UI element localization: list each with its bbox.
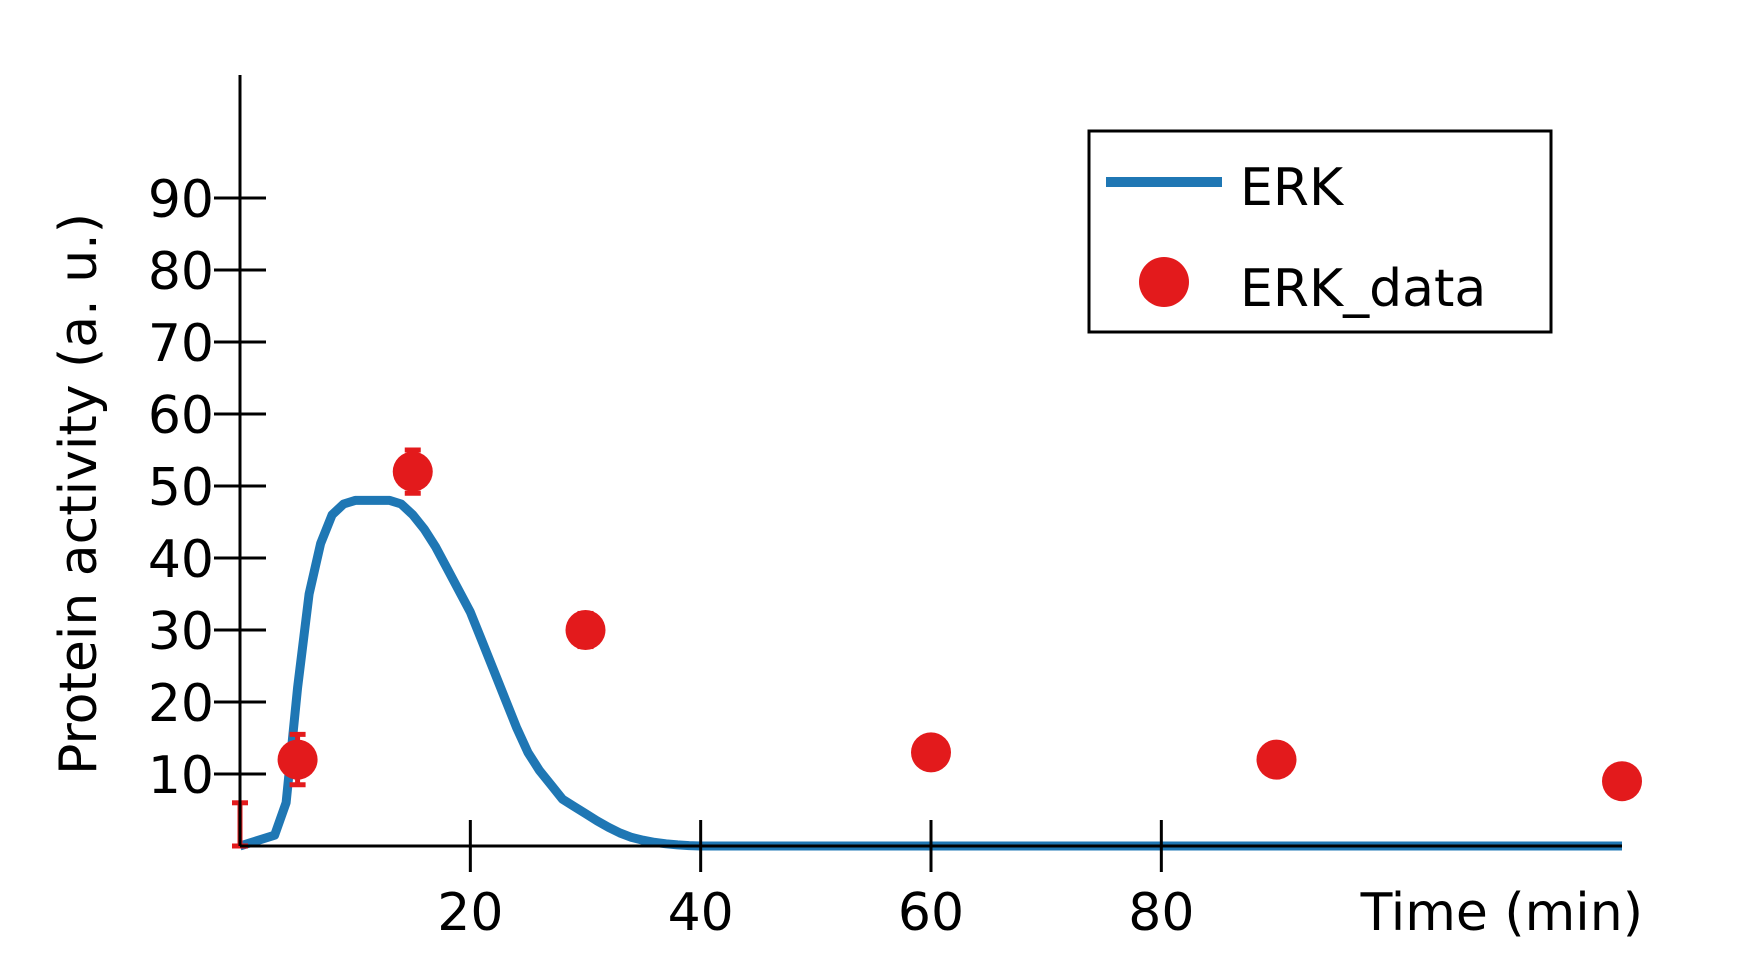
legend: ERK ERK_data [1087, 129, 1553, 334]
x-tick-label: 80 [1128, 883, 1194, 943]
legend-label-erk: ERK [1240, 158, 1345, 218]
y-tick-label: 60 [148, 386, 214, 446]
erk-data-point [392, 451, 433, 492]
x-tick-label: 60 [898, 883, 964, 943]
y-tick-label: 80 [148, 242, 214, 302]
erk-model-line [238, 495, 1622, 851]
y-ticks: 10 20 30 40 50 60 70 80 90 [148, 170, 266, 806]
plot-area [232, 447, 1642, 851]
y-axis-label: Protein activity (a. u.) [49, 213, 109, 775]
erk-data-point [1256, 739, 1297, 780]
y-tick-label: 30 [148, 602, 214, 662]
x-tick-label: 40 [668, 883, 734, 943]
y-tick-label: 40 [148, 530, 214, 590]
erk-data-point [911, 732, 951, 773]
y-tick-label: 10 [148, 746, 214, 806]
x-tick-label: 20 [437, 883, 503, 943]
legend-marker-swatch [1139, 257, 1189, 307]
y-tick-label: 70 [148, 314, 214, 374]
erk-data-point [277, 739, 318, 780]
legend-label-erk-data: ERK_data [1240, 259, 1486, 319]
x-ticks: 20 40 60 80 [437, 820, 1194, 943]
y-tick-label: 50 [148, 458, 214, 518]
y-tick-label: 90 [148, 170, 214, 230]
erk-data-point [1602, 761, 1642, 802]
erk-data-point [565, 610, 606, 650]
x-axis-label: Time (min) [1360, 883, 1643, 943]
y-tick-label: 20 [148, 674, 214, 734]
